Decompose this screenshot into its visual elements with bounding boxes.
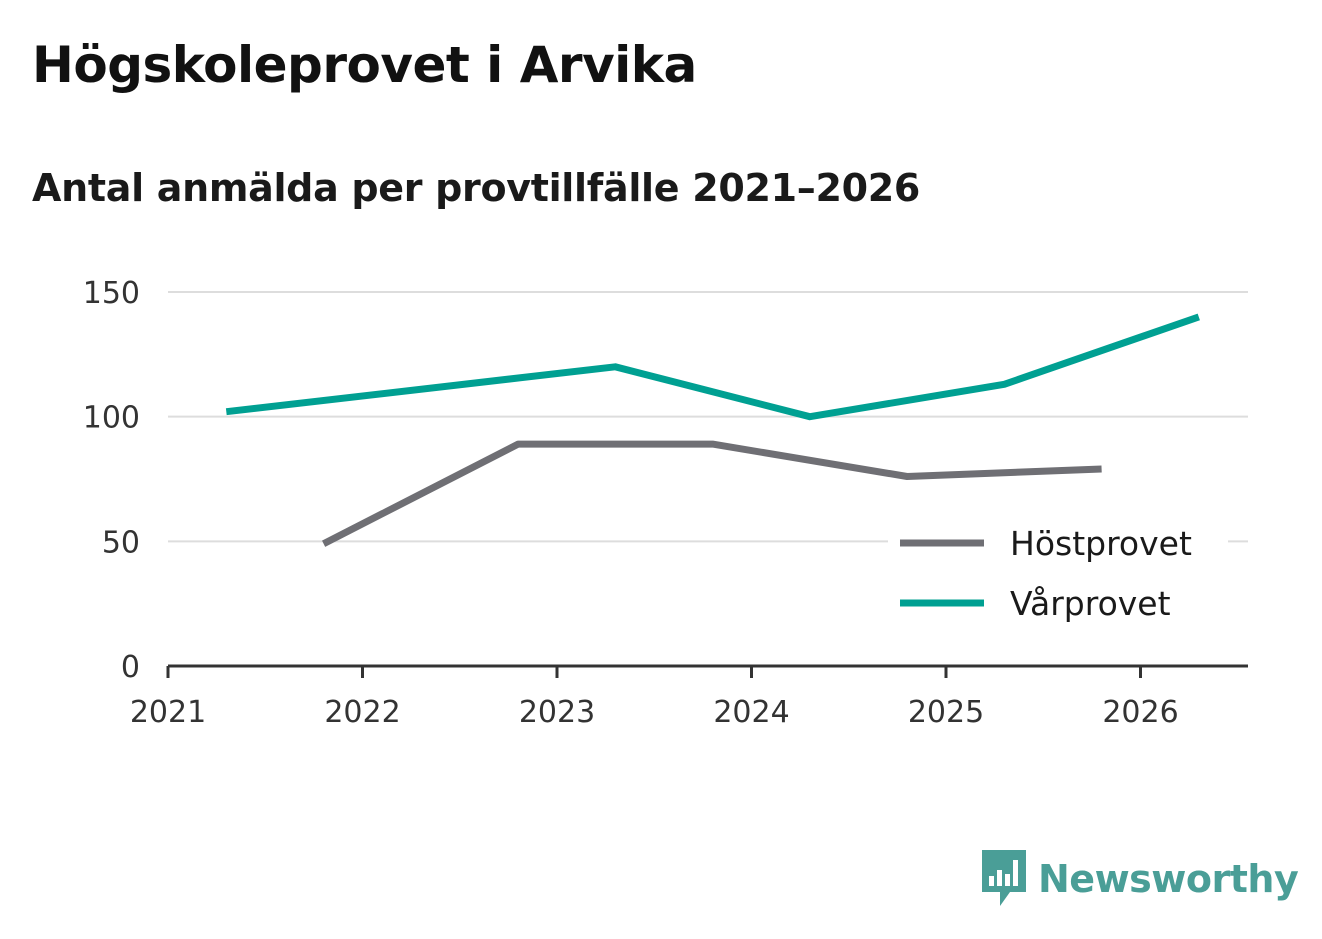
x-axis: 2021 2022 2023 2024 2025 2026: [130, 664, 1248, 730]
y-tick-label: 50: [102, 525, 140, 560]
x-tick-label: 2024: [713, 695, 789, 730]
x-tick-label: 2021: [130, 695, 206, 730]
newsworthy-logo-icon: [982, 850, 1026, 906]
series-lines: [225, 313, 1200, 547]
x-tick-label: 2026: [1102, 695, 1178, 730]
brand-name: Newsworthy: [1038, 857, 1299, 901]
chart-subtitle: Antal anmälda per provtillfälle 2021–202…: [32, 166, 921, 210]
legend-label: Höstprovet: [1010, 524, 1192, 563]
y-tick-label: 0: [121, 650, 140, 685]
x-tick-label: 2023: [519, 695, 595, 730]
y-tick-label: 150: [83, 276, 140, 311]
brand-logo: Newsworthy: [980, 848, 1299, 910]
legend-label: Vårprovet: [1010, 584, 1171, 623]
x-tick-label: 2025: [908, 695, 984, 730]
x-tick-label: 2022: [324, 695, 400, 730]
y-tick-label: 100: [83, 401, 140, 436]
legend-background: [888, 511, 1228, 639]
series-line-0: [322, 440, 1102, 547]
series-line-1: [225, 313, 1200, 421]
legend: Höstprovet Vårprovet: [888, 511, 1228, 639]
chart-title: Högskoleprovet i Arvika: [32, 36, 697, 94]
